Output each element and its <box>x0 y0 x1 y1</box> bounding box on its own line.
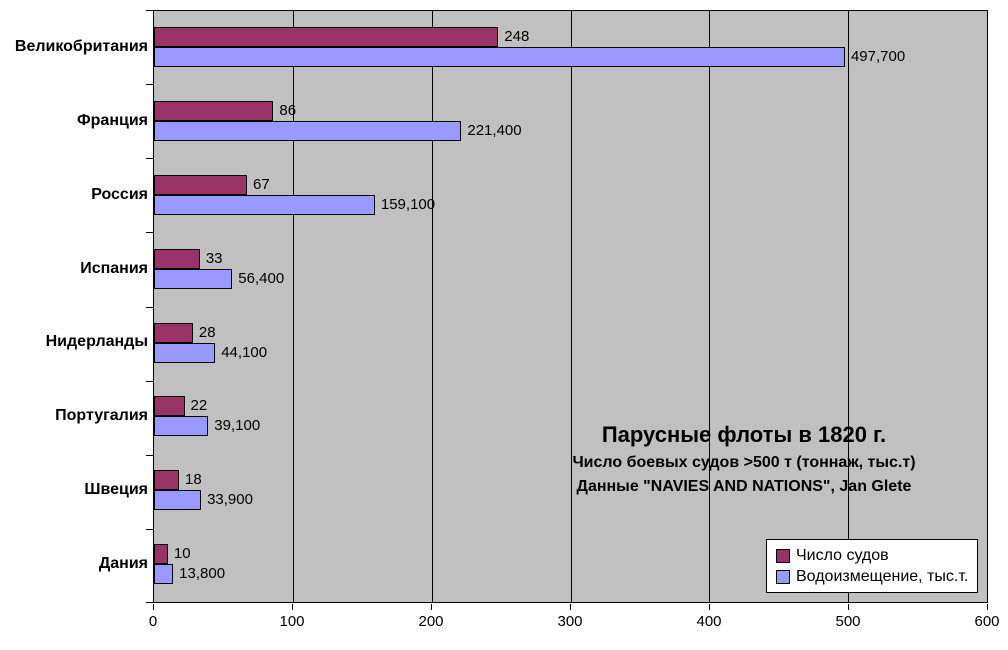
ships-bar-6 <box>154 396 185 417</box>
ships-bar-3 <box>154 174 248 195</box>
value-label: 39,100 <box>214 417 261 435</box>
x-axis-tick <box>431 604 432 610</box>
x-axis-label-300: 300 <box>557 613 583 630</box>
ships-bar-7 <box>154 470 179 491</box>
displacement-bar-8 <box>154 564 174 585</box>
ships-bar-4 <box>154 248 200 269</box>
bar-group-1: 248 497,700 <box>154 11 987 85</box>
y-axis-tick <box>146 528 153 530</box>
gridline-x-400 <box>709 11 711 602</box>
x-axis-label-100: 100 <box>279 613 305 630</box>
x-axis-label-400: 400 <box>696 613 722 630</box>
value-label: 13,800 <box>179 565 226 583</box>
displacement-swatch-icon <box>776 569 790 584</box>
category-label-1: Великобритания <box>14 37 148 55</box>
displacement-bar-2 <box>154 120 462 141</box>
legend-item-displacement: Водоизмещение, тыс.т. <box>776 566 973 587</box>
displacement-bar-5 <box>154 342 216 363</box>
value-label: 159,100 <box>380 195 436 213</box>
y-axis-tick <box>146 454 153 456</box>
value-label: 497,700 <box>850 48 906 65</box>
bar-group-3: 67 159,100 <box>154 159 987 233</box>
displacement-bar-1 <box>154 47 845 67</box>
bar-group-8: 10 13,800 <box>154 528 987 602</box>
value-label: 28 <box>198 323 216 341</box>
value-label: 18 <box>184 471 202 489</box>
category-label-6: Португалия <box>55 407 148 425</box>
value-label: 33 <box>205 249 223 267</box>
value-label: 248 <box>504 28 530 45</box>
ships-bar-2 <box>154 100 274 121</box>
bar-group-4: 33 56,400 <box>154 233 987 307</box>
value-label: 44,100 <box>221 343 268 361</box>
value-label: 33,900 <box>207 491 253 509</box>
gridline-x-200 <box>431 11 433 602</box>
x-axis-label-200: 200 <box>418 613 444 630</box>
bar-group-2: 86 221,400 <box>154 85 987 159</box>
value-label: 56,400 <box>238 269 285 287</box>
displacement-bar-7 <box>154 490 202 511</box>
x-axis-label-500: 500 <box>835 613 861 630</box>
ships-bar-5 <box>154 322 193 343</box>
category-label-5: Нидерланды <box>45 333 148 351</box>
bar-group-5: 28 44,100 <box>154 307 987 381</box>
value-label: 86 <box>279 101 297 119</box>
x-axis-tick <box>153 604 154 610</box>
legend-label-displacement: Водоизмещение, тыс.т. <box>796 568 969 585</box>
category-label-4: Испания <box>80 259 148 277</box>
gridline-x-300 <box>570 11 572 602</box>
ships-swatch-icon <box>776 548 790 563</box>
y-axis-tick <box>146 10 153 11</box>
displacement-bar-4 <box>154 268 233 289</box>
legend: Число судов Водоизмещение, тыс.т. <box>766 539 978 593</box>
x-axis-tick <box>709 604 710 610</box>
gridline-x-500 <box>848 11 850 602</box>
ships-bar-8 <box>154 544 168 565</box>
legend-item-ships: Число судов <box>776 545 973 566</box>
gridline-x-100 <box>292 11 294 602</box>
title-block: Парусные флоты в 1820 г. Число боевых су… <box>493 422 995 498</box>
value-label: 22 <box>190 397 208 415</box>
plot-area: 248 497,700 86 221,400 67 159,100 33 56,400 28 44… <box>153 10 988 603</box>
x-axis-label-0: 0 <box>148 613 158 630</box>
x-axis-tick <box>570 604 571 610</box>
displacement-bar-3 <box>154 194 375 215</box>
value-label: 10 <box>173 545 191 563</box>
bar-group-6: 22 39,100 <box>154 380 987 454</box>
chart-title: Парусные флоты в 1820 г. <box>601 422 887 447</box>
x-axis-tick <box>848 604 849 610</box>
displacement-bar-6 <box>154 416 209 437</box>
y-axis-tick <box>146 232 153 234</box>
legend-label-ships: Число судов <box>796 547 889 564</box>
x-axis-label-600: 600 <box>974 613 1000 630</box>
chart-subtitle: Число боевых судов >500 т (тоннаж, тыс.т… <box>572 454 916 471</box>
category-label-7: Швеция <box>84 481 148 499</box>
category-label-8: Дания <box>98 555 148 573</box>
value-label: 67 <box>253 175 270 193</box>
x-axis-tick <box>292 604 293 610</box>
ships-bar-1 <box>154 27 499 47</box>
y-axis-category-labels: Великобритания Франция Россия Испания Нидерл… <box>0 10 148 603</box>
category-label-2: Франция <box>77 111 148 129</box>
bar-group-7: 18 33,900 <box>154 454 987 528</box>
x-axis-tick <box>987 604 988 610</box>
value-label: 221,400 <box>467 121 522 139</box>
chart-source: Данные "NAVIES AND NATIONS", Jan Glete <box>576 478 912 495</box>
y-axis-tick <box>146 306 153 308</box>
y-axis-tick <box>146 602 153 603</box>
y-axis-tick <box>146 84 153 86</box>
y-axis-tick <box>146 158 153 160</box>
y-axis-tick <box>146 380 153 382</box>
category-label-3: Россия <box>91 185 148 203</box>
